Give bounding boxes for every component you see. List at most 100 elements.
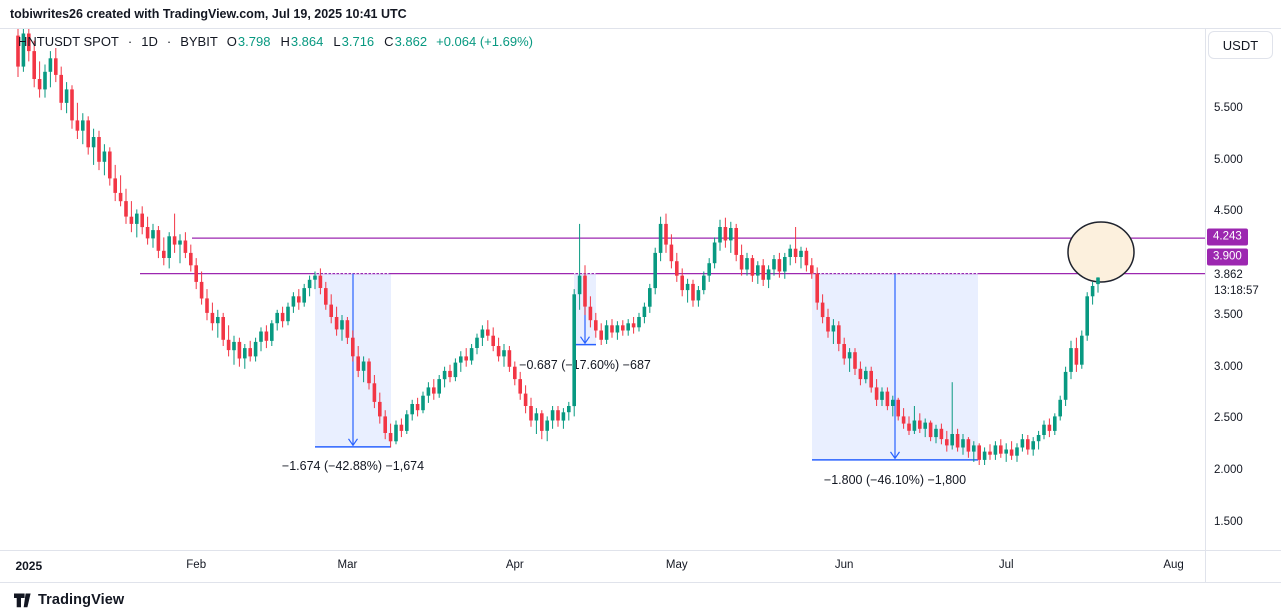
candle [799,246,803,269]
candle [577,223,582,310]
candle [680,268,684,297]
candle [459,351,463,372]
candle [280,306,285,328]
candle [669,234,674,269]
candle [675,252,679,282]
candle [59,66,63,111]
candle [734,223,738,262]
attribution-text: tobiwrites26 created with TradingView.co… [10,7,407,21]
candle [750,255,755,282]
candle [81,113,85,145]
candle [842,337,846,365]
tradingview-wordmark[interactable]: TradingView [38,592,125,608]
candle [648,283,652,313]
candle [388,423,393,448]
candle [928,420,933,442]
candle [156,226,161,259]
candle [475,333,479,355]
candle [1053,413,1057,435]
candle [820,294,825,324]
candle [1009,441,1014,460]
candle [372,375,377,409]
candle [491,327,495,352]
candle [572,289,576,417]
currency-button-label: USDT [1222,37,1259,53]
candle [583,265,587,315]
candle [739,244,744,276]
candle [178,234,182,264]
candle [756,261,760,284]
candle [361,356,366,383]
candle [32,40,36,88]
candle [91,128,96,165]
candle [901,408,906,429]
time-axis[interactable]: 2025 Feb Mar Apr May Jun Jul Aug [0,550,1281,583]
currency-button[interactable]: USDT [1208,31,1273,59]
candle [399,418,404,438]
candle [405,410,409,434]
interval-label[interactable]: 1D [141,34,158,49]
candle [334,306,339,336]
price-axis[interactable]: 5.500 5.000 4.500 3.500 3.000 2.500 2.000 1.500… [1205,28,1281,550]
candle [183,232,188,259]
candle [793,227,798,264]
price-tick-label: 2.000 [1214,464,1243,477]
candle [912,406,917,434]
candle [939,423,944,445]
price-tick-label: 3.500 [1214,308,1243,321]
axis-divider [1205,550,1206,583]
candle [248,340,252,362]
ellipse-drawing[interactable] [1067,221,1135,283]
ohlc-values: O 3.798 H 3.864 L 3.716 C 3.862 [227,34,427,49]
candle [729,221,733,253]
candle [1074,337,1079,372]
candle [367,358,371,390]
candle [696,286,701,307]
candle [961,434,965,455]
tradingview-logo-icon[interactable] [14,593,31,608]
bar-countdown: 13:18:57 [1214,285,1259,297]
candle [313,271,317,290]
candle [70,85,74,129]
price-range-drawing[interactable]: −1.800 (−46.10%) −1,800 [812,273,978,487]
candle [988,444,992,460]
candle [1096,277,1100,293]
candle [54,48,58,83]
candle [982,447,987,465]
candle [297,289,301,310]
candle [604,320,609,344]
candle [151,223,155,248]
candle [502,344,506,367]
candle [383,410,387,440]
candle [712,237,717,269]
candle [232,335,236,365]
candle [1069,340,1073,380]
candle [199,271,204,305]
symbol-legend[interactable]: HNTUSDT SPOT · 1D · BYBIT O 3.798 H 3.864 L 3… [18,34,533,49]
candle [518,371,522,400]
price-axis-badge[interactable]: 3.900 [1207,248,1248,266]
candle [858,361,863,386]
candle [167,232,171,269]
candle [896,397,900,421]
last-price-label: 3.862 [1214,269,1243,281]
candle [307,275,312,297]
price-range-drawing[interactable]: −1.674 (−42.88%) −1,674 [282,273,424,473]
candle [226,325,231,357]
candle [513,361,517,386]
symbol-name[interactable]: HNTUSDT SPOT [18,34,119,49]
candle [27,28,31,62]
candle [918,413,922,433]
candle [329,294,333,324]
price-axis-badge[interactable]: 4.243 [1207,228,1248,246]
candle [766,265,771,289]
candle [216,309,220,338]
candle [129,201,134,233]
candle [480,325,485,346]
candle [966,437,971,458]
candle [567,401,571,421]
candle [286,302,290,326]
candle [831,319,836,344]
